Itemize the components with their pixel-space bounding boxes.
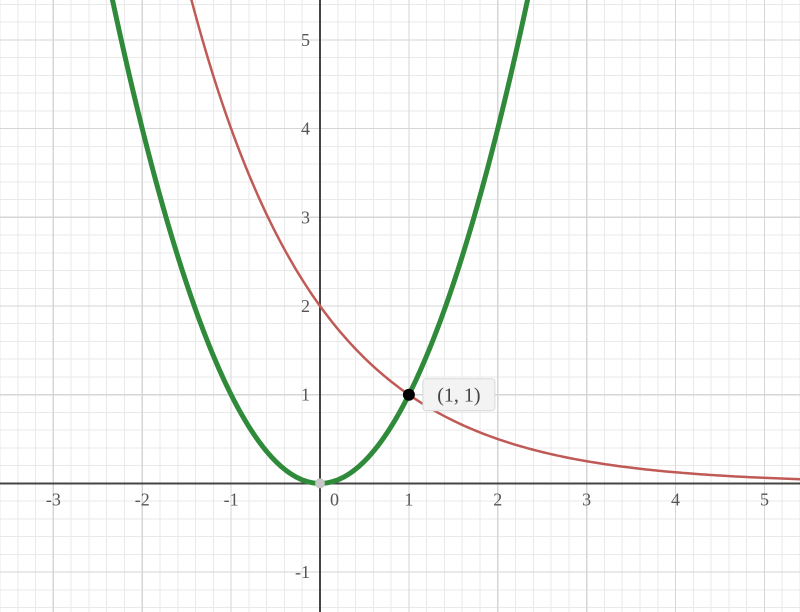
x-tick-label: 3 (582, 489, 591, 509)
grid (0, 0, 800, 612)
coordinate-chart: -3 -2 -1 0 1 2 3 4 5 -1 1 2 3 4 5 (1, 1) (0, 0, 800, 612)
point-label-text: (1, 1) (437, 385, 480, 407)
y-tick-label: 3 (301, 207, 310, 227)
x-tick-label: 5 (760, 489, 769, 509)
origin-marker (316, 479, 325, 488)
y-tick-label: 2 (301, 296, 310, 316)
x-tick-label: 4 (671, 489, 680, 509)
x-tick-label: -1 (224, 489, 239, 509)
x-tick-label: 2 (493, 489, 502, 509)
intersection-point (403, 389, 415, 401)
x-tick-label: -2 (135, 489, 150, 509)
y-tick-label: -1 (295, 562, 310, 582)
x-tick-label: 1 (404, 489, 413, 509)
y-tick-label: 4 (301, 119, 310, 139)
y-tick-label: 5 (301, 30, 310, 50)
y-tick-label: 1 (301, 385, 310, 405)
x-tick-label: -3 (46, 489, 61, 509)
x-tick-label: 0 (330, 489, 339, 509)
